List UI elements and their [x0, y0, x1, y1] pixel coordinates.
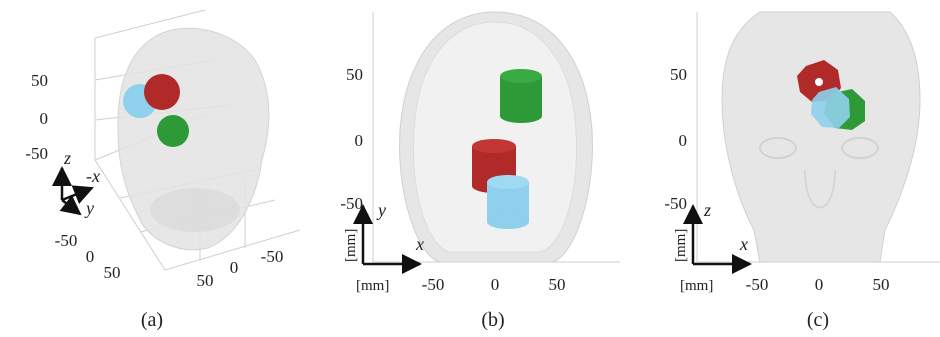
panel-a-face-shade: [150, 188, 240, 232]
panel-a-y-arrow: [59, 195, 82, 216]
panel-c-y-tick-1: 0: [679, 131, 688, 150]
panel-c-x-label: x: [739, 234, 748, 254]
panel-c-caption: (c): [807, 309, 829, 331]
panel-c-red-core: [815, 78, 823, 86]
panel-a-x-tick-1: 0: [230, 258, 239, 277]
panel-a-green-region: [157, 115, 189, 147]
panel-b-y-tick-0: 50: [346, 65, 363, 84]
panel-b: 50 0 -50 -50 0 50 y x [mm] [mm] (b): [340, 11, 620, 331]
panel-c-left-eye: [759, 137, 797, 159]
panel-b-blue-region: [487, 175, 529, 229]
panel-c-unit-x: [mm]: [680, 278, 713, 294]
panel-c-x-tick-0: -50: [746, 275, 769, 294]
panel-b-y-tick-1: 0: [355, 131, 364, 150]
panel-c-x-tick-2: 50: [873, 275, 890, 294]
panel-c-triad: z x [mm] [mm]: [673, 200, 752, 294]
panel-a-x-label: -x: [86, 166, 100, 186]
panel-a-y-tick-1: 0: [86, 247, 95, 266]
panel-c-blue-region: [811, 87, 850, 128]
panel-a-x-tick-0: 50: [197, 271, 214, 290]
panel-c-nose: [804, 169, 836, 209]
panel-b-y-tick-2: -50: [340, 194, 363, 213]
panel-c: 50 0 -50 -50 0 50 z x [mm] [mm] (c): [664, 11, 940, 331]
panel-c-x-tick-1: 0: [815, 275, 824, 294]
panel-b-x-tick-2: 50: [549, 275, 566, 294]
panel-a: 50 0 -50 -50 0 50 50 0 -50 z -x y (a): [25, 9, 301, 331]
panel-c-head: [721, 11, 921, 263]
panel-b-unit-x: [mm]: [356, 278, 389, 294]
panel-a-y-tick-2: 50: [104, 263, 121, 282]
panel-a-x-tick-2: -50: [261, 247, 284, 266]
panel-a-z-label: z: [63, 148, 71, 168]
panel-a-z-tick-0: 50: [31, 71, 48, 90]
panel-c-unit-y: [mm]: [673, 229, 689, 262]
panel-a-z-tick-2: -50: [25, 144, 48, 163]
panel-c-y-tick-0: 50: [670, 65, 687, 84]
panel-a-caption: (a): [141, 309, 163, 331]
panel-b-x-tick-1: 0: [491, 275, 500, 294]
panel-a-red-region: [144, 74, 180, 110]
panel-b-x-label: x: [415, 234, 424, 254]
panel-a-y-label: y: [84, 198, 94, 218]
panel-a-y-tick-0: -50: [55, 231, 78, 250]
panel-c-right-eye: [841, 137, 879, 159]
panel-a-z-tick-1: 0: [40, 109, 49, 128]
panel-b-x-tick-0: -50: [422, 275, 445, 294]
panel-c-z-label: z: [703, 200, 711, 220]
panel-b-y-label: y: [376, 200, 386, 220]
panel-b-caption: (b): [481, 309, 504, 331]
panel-c-y-tick-2: -50: [664, 194, 687, 213]
panel-b-green-region: [500, 69, 542, 123]
panel-b-unit-y: [mm]: [343, 229, 359, 262]
panel-a-triad: z -x y: [52, 148, 100, 218]
panel-b-triad: y x [mm] [mm]: [343, 200, 424, 294]
